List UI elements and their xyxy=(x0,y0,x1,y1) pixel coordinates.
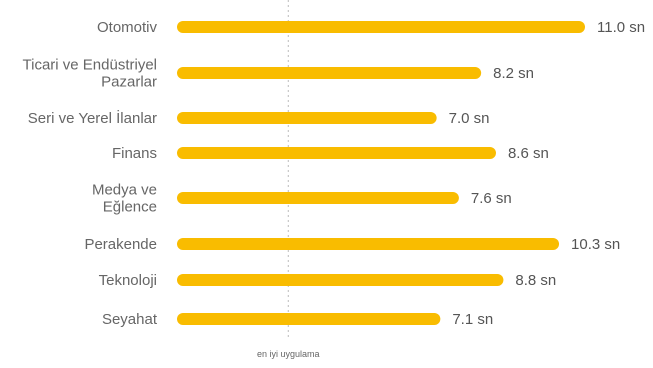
bar xyxy=(177,313,441,325)
reference-line-group: en iyi uygulama xyxy=(257,0,320,359)
category-label: Perakende xyxy=(84,236,157,253)
category-label-line: Ticari ve Endüstriyel xyxy=(23,57,158,74)
value-label: 8.6 sn xyxy=(508,145,549,162)
value-label: 7.0 sn xyxy=(449,110,490,127)
category-label-line: Seyahat xyxy=(102,311,158,328)
category-label: Teknoloji xyxy=(99,272,157,289)
category-label: Finans xyxy=(112,145,157,162)
category-label-line: Seri ve Yerel İlanlar xyxy=(28,109,157,127)
value-label: 8.2 sn xyxy=(493,65,534,82)
bar xyxy=(177,274,504,286)
category-label-line: Otomotiv xyxy=(97,19,158,36)
category-label-line: Finans xyxy=(112,145,157,162)
category-label-line: Perakende xyxy=(84,236,157,253)
category-label-line: Eğlence xyxy=(103,199,157,216)
value-label: 8.8 sn xyxy=(515,272,556,289)
bar xyxy=(177,67,482,79)
bar xyxy=(177,238,560,250)
value-label: 7.1 sn xyxy=(452,311,493,328)
category-label-line: Pazarlar xyxy=(101,74,157,91)
category-label-line: Medya ve xyxy=(92,182,157,199)
bars-group xyxy=(177,21,585,325)
value-labels-group: 11.0 sn 8.2 sn 7.0 sn 8.6 sn 7.6 sn 10.3 sn 8.… xyxy=(449,19,645,328)
bar xyxy=(177,147,496,159)
reference-line-label: en iyi uygulama xyxy=(257,349,320,359)
category-label: Medya ve Eğlence xyxy=(92,182,157,216)
category-label: Ticari ve Endüstriyel Pazarlar xyxy=(23,57,158,91)
bar xyxy=(177,21,585,33)
bar xyxy=(177,192,459,204)
value-label: 7.6 sn xyxy=(471,190,512,207)
bar xyxy=(177,112,437,124)
category-label: Seyahat xyxy=(102,311,158,328)
category-label-line: Teknoloji xyxy=(99,272,157,289)
category-label: Otomotiv xyxy=(97,19,158,36)
category-labels-group: Otomotiv Ticari ve Endüstriyel Pazarlar Ser… xyxy=(23,19,158,328)
value-label: 11.0 sn xyxy=(597,19,645,36)
value-label: 10.3 sn xyxy=(571,236,620,253)
category-label: Seri ve Yerel İlanlar xyxy=(28,109,157,127)
